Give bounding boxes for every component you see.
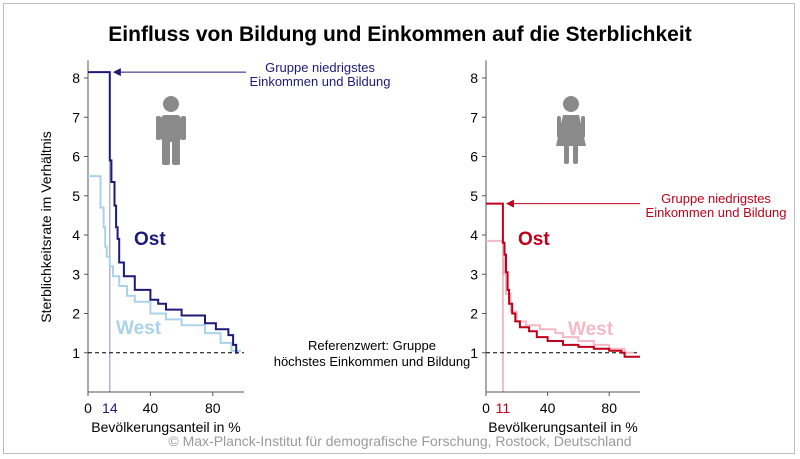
annotation-arrowhead [112,68,121,77]
icon-dress [556,115,586,146]
series-line-west [88,175,241,352]
figure-frame [3,3,795,454]
y-tick-label: 3 [72,266,80,282]
icon-head [163,96,179,112]
annotation-text: Einkommen und Bildung [646,205,787,220]
woman-icon [556,96,586,164]
x-tick-label: 0 [84,400,92,416]
reference-label: höchstes Einkommen und Bildung [274,354,471,369]
y-tick-label: 4 [470,227,478,243]
series-line-west [486,239,634,354]
reference-label: Referenzwert: Gruppe [308,338,436,353]
y-tick-label: 3 [470,266,478,282]
y-tick-label: 7 [470,109,478,125]
x-tick-label: 80 [601,400,617,416]
y-tick-label: 1 [72,345,80,361]
series-line-ost [88,71,238,354]
icon-head [563,96,579,112]
x-tick-label: 0 [482,400,490,416]
x-axis-label: Bevölkerungsanteil in % [91,419,240,435]
annotation-text: Gruppe niedrigstes [265,60,375,75]
y-tick-label: 6 [72,149,80,165]
icon-leg [172,140,180,165]
y-tick-label: 5 [470,188,478,204]
icon-arm [181,116,186,140]
x-tick-label: 40 [143,400,159,416]
y-axis-label: Sterblichkeitsrate im Verhältnis [38,131,54,322]
y-tick-label: 5 [72,188,80,204]
icon-leg [162,140,170,165]
annotation-arrowhead [505,199,514,208]
y-tick-label: 1 [470,345,478,361]
y-tick-label: 8 [72,70,80,86]
annotation-text: Einkommen und Bildung [250,74,391,89]
y-tick-label: 2 [470,306,478,322]
series-label-west: West [116,318,162,339]
y-tick-label: 2 [72,306,80,322]
y-tick-label: 6 [470,149,478,165]
x-axis-label: Bevölkerungsanteil in % [488,419,637,435]
copyright-footer: © Max-Planck-Institut für demografische … [168,433,631,449]
icon-leg [573,145,578,164]
x-tick-label: 40 [540,400,556,416]
series-label-ost: Ost [518,229,550,250]
x-tick-label: 80 [205,400,221,416]
highlight-tick-label: 11 [496,400,511,416]
series-line-ost [486,202,640,358]
icon-arm [557,116,561,138]
chart-title: Einfluss von Bildung und Einkommen auf d… [108,23,691,46]
icon-torso [161,115,181,142]
y-tick-label: 8 [470,70,478,86]
series-label-west: West [568,319,614,340]
series-label-ost: Ost [134,229,166,250]
icon-arm [156,116,161,140]
highlight-tick-label: 14 [102,400,118,416]
y-tick-label: 4 [72,227,80,243]
annotation-text: Gruppe niedrigstes [661,191,771,206]
y-tick-label: 7 [72,109,80,125]
man-icon [156,96,186,165]
icon-leg [564,145,569,164]
icon-arm [581,116,585,138]
